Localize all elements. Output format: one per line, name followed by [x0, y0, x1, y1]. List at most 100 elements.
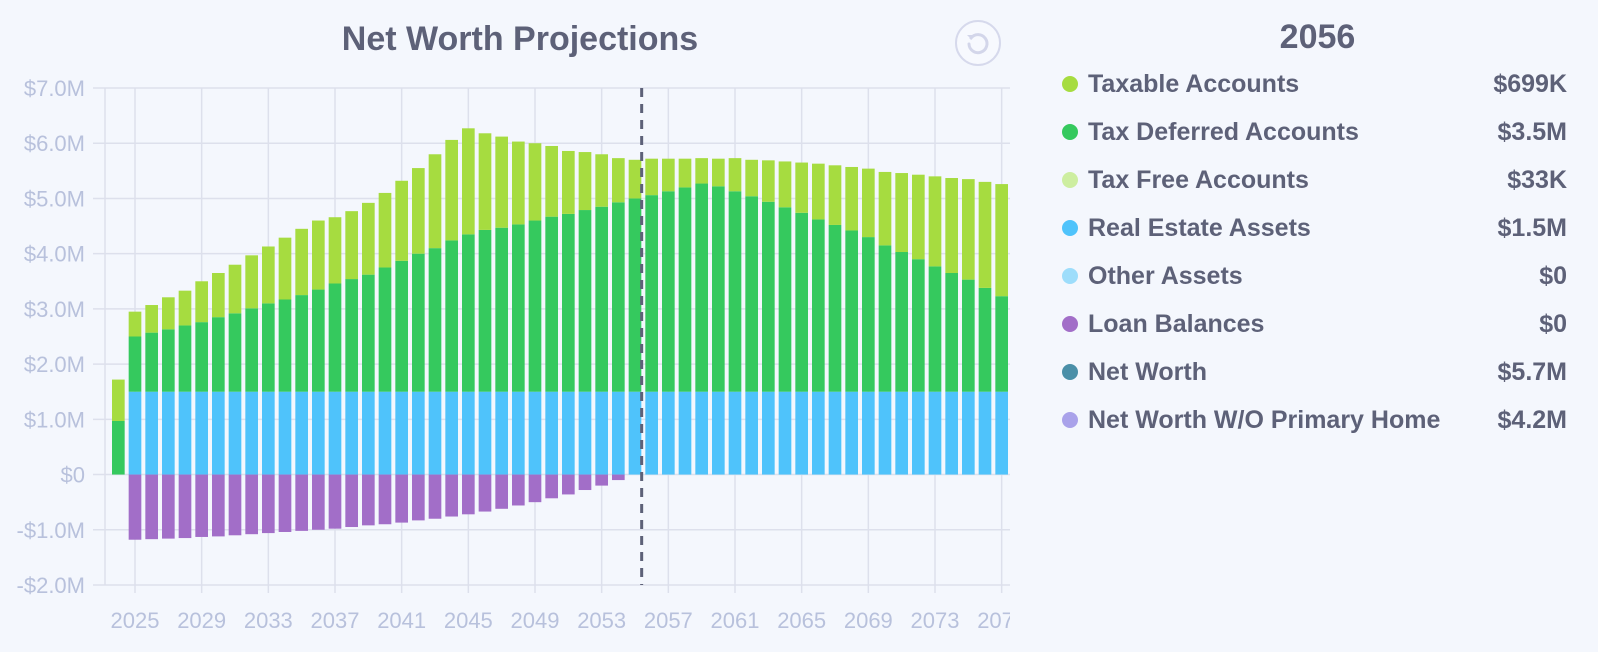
bar-loan[interactable] — [445, 474, 458, 517]
bar-real-estate[interactable] — [678, 391, 692, 475]
bar-tax-deferred[interactable] — [862, 237, 875, 392]
bar-loan[interactable] — [512, 474, 525, 506]
bar-real-estate[interactable] — [895, 391, 908, 475]
bar-real-estate[interactable] — [145, 391, 158, 475]
bar-real-estate[interactable] — [228, 391, 242, 475]
bar-taxable[interactable] — [362, 202, 375, 275]
bar-loan[interactable] — [362, 474, 375, 526]
bar-loan[interactable] — [195, 474, 208, 537]
bar-loan[interactable] — [578, 474, 592, 491]
bar-taxable[interactable] — [312, 220, 325, 290]
bar-real-estate[interactable] — [328, 391, 342, 475]
bar-tax-deferred[interactable] — [728, 191, 742, 392]
bar-tax-deferred[interactable] — [695, 183, 708, 392]
bar-taxable[interactable] — [512, 141, 525, 225]
bar-taxable[interactable] — [762, 160, 775, 202]
bar-loan[interactable] — [412, 474, 425, 521]
bar-tax-deferred[interactable] — [412, 253, 425, 392]
bar-real-estate[interactable] — [562, 391, 575, 475]
bar-real-estate[interactable] — [545, 391, 558, 475]
bar-tax-deferred[interactable] — [678, 187, 692, 392]
bar-tax-deferred[interactable] — [978, 287, 992, 392]
bar-loan[interactable] — [162, 474, 175, 539]
bar-tax-deferred[interactable] — [345, 279, 358, 392]
bar-taxable[interactable] — [828, 165, 842, 225]
bar-taxable[interactable] — [728, 158, 742, 192]
bar-taxable[interactable] — [528, 143, 542, 221]
bar-tax-deferred[interactable] — [945, 272, 958, 392]
bar-loan[interactable] — [528, 474, 542, 503]
bar-tax-deferred[interactable] — [462, 234, 475, 392]
bar-real-estate[interactable] — [912, 391, 925, 475]
bar-real-estate[interactable] — [278, 391, 292, 475]
bar-tax-deferred[interactable] — [328, 283, 342, 392]
bar-tax-deferred[interactable] — [962, 279, 975, 392]
bar-taxable[interactable] — [378, 192, 392, 268]
bar-tax-deferred[interactable] — [628, 198, 642, 392]
bar-taxable[interactable] — [428, 154, 442, 249]
bar-loan[interactable] — [478, 474, 492, 512]
bar-tax-deferred[interactable] — [712, 186, 725, 392]
bar-taxable[interactable] — [462, 128, 475, 235]
legend-item[interactable]: Tax Deferred Accounts $3.5M — [1062, 108, 1567, 156]
bar-tax-deferred[interactable] — [778, 207, 792, 392]
bar-loan[interactable] — [345, 474, 358, 528]
bar-real-estate[interactable] — [795, 391, 808, 475]
bar-real-estate[interactable] — [462, 391, 475, 475]
bar-real-estate[interactable] — [828, 391, 842, 475]
legend-item[interactable]: Real Estate Assets $1.5M — [1062, 204, 1567, 252]
bar-taxable[interactable] — [328, 217, 342, 284]
bar-tax-deferred[interactable] — [445, 240, 458, 392]
bar-real-estate[interactable] — [745, 391, 758, 475]
bar-taxable[interactable] — [212, 272, 225, 318]
bar-tax-deferred[interactable] — [478, 229, 492, 392]
bar-tax-deferred[interactable] — [162, 329, 175, 392]
bar-taxable[interactable] — [128, 311, 142, 337]
bar-taxable[interactable] — [445, 139, 458, 241]
bar-loan[interactable] — [245, 474, 258, 535]
bar-loan[interactable] — [262, 474, 275, 534]
bar-loan[interactable] — [312, 474, 325, 530]
bar-real-estate[interactable] — [878, 391, 892, 475]
bar-tax-deferred[interactable] — [995, 296, 1008, 392]
bar-loan[interactable] — [595, 474, 608, 486]
bar-taxable[interactable] — [845, 166, 858, 231]
bar-tax-deferred[interactable] — [762, 201, 775, 392]
legend-item[interactable]: Net Worth W/O Primary Home $4.2M — [1062, 396, 1567, 444]
bar-tax-deferred[interactable] — [512, 224, 525, 392]
bar-real-estate[interactable] — [628, 391, 642, 475]
bar-taxable[interactable] — [478, 133, 492, 230]
bar-tax-deferred[interactable] — [228, 313, 242, 392]
bar-taxable[interactable] — [345, 211, 358, 280]
bar-taxable[interactable] — [412, 168, 425, 254]
bar-real-estate[interactable] — [445, 391, 458, 475]
bar-taxable[interactable] — [945, 178, 958, 273]
bar-tax-deferred[interactable] — [378, 267, 392, 392]
bar-loan[interactable] — [295, 474, 308, 531]
bar-taxable[interactable] — [612, 158, 625, 203]
bar-tax-deferred[interactable] — [578, 210, 592, 392]
bar-tax-deferred[interactable] — [528, 220, 542, 392]
bar-real-estate[interactable] — [512, 391, 525, 475]
bar-taxable[interactable] — [595, 154, 608, 207]
bar-loan[interactable] — [428, 474, 442, 519]
bar-tax-deferred[interactable] — [145, 332, 158, 392]
bar-taxable[interactable] — [178, 290, 192, 326]
bar-taxable[interactable] — [878, 171, 892, 246]
bar-tax-deferred[interactable] — [112, 420, 125, 475]
bar-taxable[interactable] — [928, 176, 942, 267]
bar-tax-deferred[interactable] — [612, 202, 625, 392]
bar-real-estate[interactable] — [412, 391, 425, 475]
bar-real-estate[interactable] — [862, 391, 875, 475]
bar-real-estate[interactable] — [345, 391, 358, 475]
bar-taxable[interactable] — [228, 264, 242, 314]
bar-taxable[interactable] — [145, 305, 158, 333]
bar-real-estate[interactable] — [528, 391, 542, 475]
bar-tax-deferred[interactable] — [495, 227, 508, 392]
bar-real-estate[interactable] — [312, 391, 325, 475]
bar-real-estate[interactable] — [495, 391, 508, 475]
bar-loan[interactable] — [178, 474, 192, 539]
bar-real-estate[interactable] — [978, 391, 992, 475]
bar-tax-deferred[interactable] — [212, 317, 225, 392]
bar-taxable[interactable] — [645, 158, 658, 196]
